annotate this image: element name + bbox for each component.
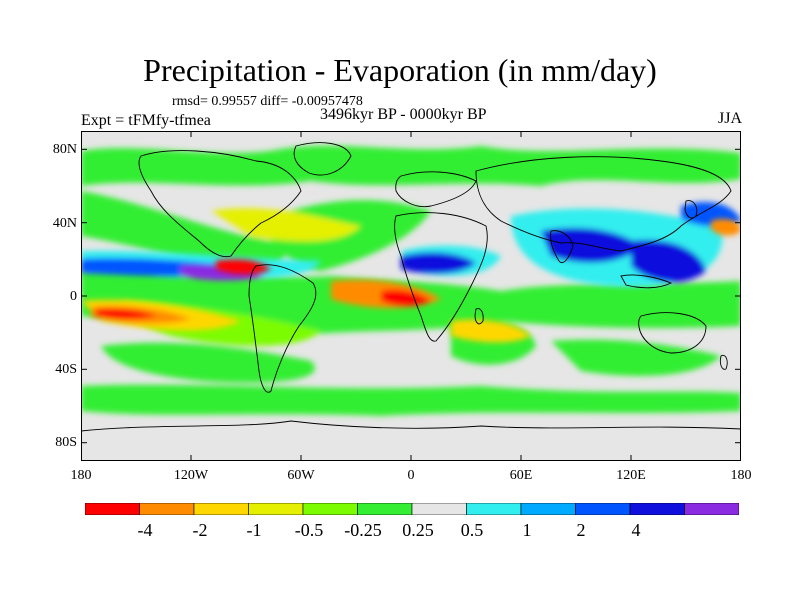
lon-label-120e: 120E	[616, 468, 646, 483]
colorbar-box	[520, 503, 576, 515]
field-sepac-red	[96, 308, 156, 320]
field-carib-red	[216, 259, 271, 275]
season-label: JJA	[717, 110, 742, 127]
colorbar-label: 0.25	[402, 520, 434, 540]
coast-new-zealand	[719, 354, 728, 370]
colorbar-box	[629, 503, 685, 515]
map-frame	[81, 131, 741, 461]
experiment-label: Expt = tFMfy-tfmea	[81, 112, 211, 129]
colorbar-box	[248, 503, 304, 515]
field-epac-purple	[181, 265, 266, 281]
coast-australia	[638, 312, 707, 354]
field-arctic-green	[81, 145, 741, 186]
field-africa-blue	[401, 252, 476, 274]
colorbar-label: -4	[137, 520, 153, 540]
lon-label-180w: 180	[70, 468, 92, 483]
colorbar-box	[575, 503, 631, 515]
colorbar-box	[466, 503, 522, 515]
colorbar-label: 0.5	[460, 520, 484, 540]
coast-indonesia	[620, 274, 673, 289]
lon-label-60w: 60W	[287, 468, 315, 483]
chart-title: Precipitation - Evaporation (in mm/day)	[143, 52, 657, 88]
stats-line: rmsd= 0.99557 diff= -0.00957478	[172, 94, 363, 109]
colorbar-box	[684, 503, 739, 515]
period-label: 3496kyr BP - 0000kyr BP	[320, 106, 487, 123]
colorbar	[85, 503, 739, 515]
lat-label-80s: 80S	[55, 435, 77, 450]
lon-label-0: 0	[407, 468, 415, 483]
colorbar-box	[139, 503, 195, 515]
lon-label-120w: 120W	[173, 468, 209, 483]
colorbar-label: 1	[522, 520, 532, 540]
coast-asia	[475, 156, 732, 252]
colorbar-box	[411, 503, 467, 515]
coast-greenland	[293, 142, 352, 176]
coast-africa	[394, 212, 488, 342]
lat-label-80n: 80N	[52, 142, 77, 157]
colorbar-box	[302, 503, 358, 515]
field-satl-red	[381, 289, 431, 307]
colorbar-box	[357, 503, 413, 515]
coast-antarctica	[81, 420, 741, 432]
field-sind-green	[551, 339, 721, 376]
colorbar-label: 2	[576, 520, 586, 540]
colorbar-box	[85, 503, 140, 515]
coast-japan	[684, 200, 698, 219]
coast-madagascar	[474, 308, 484, 325]
field-sind-yellow	[451, 319, 531, 343]
colorbar-label: 4	[631, 520, 641, 540]
coast-south-america	[248, 264, 317, 393]
lon-label-180e: 180	[730, 468, 752, 483]
field-southocean-green	[81, 384, 741, 416]
coast-europe	[395, 171, 477, 208]
colorbar-box	[193, 503, 249, 515]
field-npacific-green	[81, 191, 286, 270]
colorbar-label: -0.25	[344, 520, 382, 540]
coast-india	[550, 230, 574, 264]
lon-label-60e: 60E	[509, 468, 533, 483]
colorbar-label: -0.5	[294, 520, 324, 540]
coastlines	[81, 142, 741, 432]
field-npac-yellowgreen	[211, 208, 361, 242]
lat-label-0: 0	[70, 289, 77, 304]
colorbar-label: -2	[192, 520, 208, 540]
lat-label-40n: 40N	[52, 216, 77, 231]
field-southern-green	[101, 342, 315, 383]
colorbar-label: -1	[246, 520, 262, 540]
coast-north-america	[138, 150, 302, 258]
lat-label-40s: 40S	[55, 362, 77, 377]
precip-evap-map	[81, 131, 741, 461]
field-nwpac-orange	[711, 219, 741, 236]
field-wpac-blue	[631, 240, 706, 283]
